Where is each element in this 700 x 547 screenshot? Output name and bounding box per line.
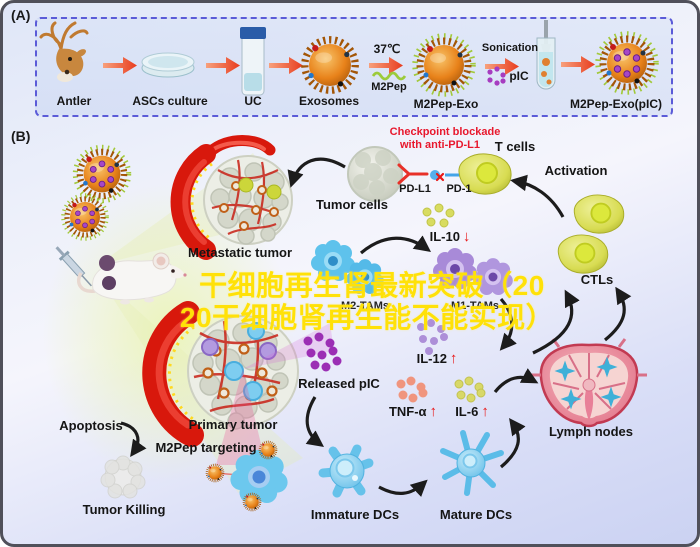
ctls-label: CTLs — [580, 272, 614, 287]
maturedc-to-cytokines-arrow — [499, 417, 526, 469]
m2pep-exo-pic-label: M2Pep-Exo(pIC) — [569, 97, 663, 111]
apoptosis-arrow — [120, 421, 147, 458]
panel-b-tag: (B) — [11, 128, 31, 144]
primary-tumor-label: Primary tumor — [188, 417, 278, 432]
immature-dc-illustration — [318, 444, 374, 498]
metastatic-tumor-illustration — [170, 135, 293, 260]
metastatic-tumor-label: Metastatic tumor — [187, 245, 293, 260]
tumor-to-metastatic-arrow — [287, 157, 346, 188]
mature-dcs-label: Mature DCs — [439, 507, 513, 522]
deer-icon — [39, 21, 89, 82]
t-cells-label: T cells — [494, 139, 536, 154]
to-ctls-arrow — [603, 286, 632, 342]
activation-label: Activation — [544, 163, 608, 178]
il12-name: IL-12 — [416, 351, 447, 366]
pic-label: pIC — [509, 69, 529, 83]
syringe-icon — [55, 246, 92, 287]
lymph-node-illustration — [531, 338, 647, 428]
process-arrow-icon — [369, 57, 403, 74]
exosome-icon — [305, 40, 355, 90]
activation-arrow — [510, 174, 565, 218]
lymph-nodes-label: Lymph nodes — [548, 424, 634, 439]
m2pep-squiggle-icon — [371, 71, 407, 81]
uc-tube-icon — [240, 27, 266, 96]
cytokine-dots-violet — [417, 319, 448, 355]
apoptosis-label: Apoptosis — [59, 418, 123, 433]
mature-dc-illustration — [440, 430, 504, 496]
ctl-cell-illustration — [573, 194, 625, 234]
m2pep-targeting-cell-illustration — [205, 440, 288, 512]
released-pic-label: Released pIC — [298, 376, 380, 391]
watermark-line1: 干细胞再生肾最新突破（20 — [199, 270, 545, 301]
released-pic-dots — [303, 332, 342, 372]
ctl-cell-illustration — [557, 234, 609, 274]
uc-label: UC — [244, 94, 262, 108]
sonication-tube-icon — [536, 20, 556, 90]
mouse-icon — [76, 252, 187, 305]
to-ctls-arrow — [532, 289, 580, 355]
process-arrow-icon — [206, 57, 240, 74]
up-arrow-icon: ↑ — [449, 350, 458, 367]
tumor-cells-illustration — [347, 146, 403, 202]
m1-to-il12-arrow — [499, 297, 517, 351]
il6-label: IL-6 ↑ — [455, 403, 489, 421]
process-arrow-icon — [561, 56, 595, 73]
petri-dish-icon — [141, 52, 195, 78]
figure-graphics — [39, 20, 700, 512]
tnfa-name: TNF-α — [388, 404, 427, 419]
process-arrow-icon — [269, 57, 303, 74]
process-arrow-icon — [103, 57, 137, 74]
m1-tams-label: M1-TAMs — [450, 300, 500, 312]
il10-label: IL-10 ↓ — [429, 228, 471, 246]
tumor-cells-label: Tumor cells — [315, 197, 389, 212]
m2-tam-cell-illustration — [311, 240, 384, 294]
immature-to-mature-arrow — [378, 479, 428, 498]
il6-name: IL-6 — [455, 404, 479, 419]
watermark-line2: 20干细胞肾再生能不能实现） — [179, 302, 555, 333]
temperature-label: 37℃ — [373, 42, 401, 56]
m2-to-m1-arrow — [359, 235, 432, 255]
il10-name: IL-10 — [429, 229, 460, 244]
cytokine-dots-orange — [396, 376, 428, 403]
cytokine-dots-yellow — [454, 376, 486, 403]
il12-label: IL-12 ↑ — [416, 350, 458, 368]
anti-pd-l1-antibody-icon — [397, 163, 461, 185]
to-lymph-node-arrow — [493, 368, 539, 394]
up-arrow-icon: ↑ — [481, 403, 489, 420]
m2pep-targeting-label: M2Pep targeting — [155, 440, 257, 455]
cytokine-dots-yellow-green — [422, 203, 455, 228]
immature-dcs-label: Immature DCs — [310, 507, 400, 522]
tumor-killing-label: Tumor Killing — [82, 502, 166, 517]
flow-arrows — [120, 157, 632, 498]
m2pep-exo-pic-icon — [598, 34, 656, 92]
pd-1-label: PD-1 — [446, 183, 472, 195]
anti-pd-l1-label: with anti-PD-L1 — [399, 139, 481, 151]
pd-l1-label: PD-L1 — [399, 183, 431, 195]
panel-a-tag: (A) — [11, 7, 31, 23]
up-arrow-icon: ↑ — [429, 403, 438, 420]
m2pep-exo-icon — [415, 36, 473, 94]
m2pep-label: M2Pep — [371, 81, 407, 93]
pic-dots-icon — [487, 66, 506, 86]
checkpoint-blockade-label: Checkpoint blockade — [389, 126, 501, 138]
antler-label: Antler — [56, 94, 92, 108]
tumor-killing-cell-illustration — [100, 455, 146, 499]
m2pep-exo-label: M2Pep-Exo — [413, 97, 479, 111]
tnfa-label: TNF-α ↑ — [388, 403, 438, 421]
ascs-culture-label: ASCs culture — [132, 94, 208, 108]
down-arrow-icon: ↓ — [462, 228, 471, 245]
exosome-particle-icon — [75, 147, 128, 200]
pic-to-dc-arrow — [305, 396, 325, 447]
primary-tumor-illustration — [142, 301, 334, 465]
t-cell-illustration — [458, 153, 512, 195]
sonication-label: Sonication — [481, 42, 539, 54]
m2-tams-label: M2-TAMs — [340, 300, 390, 312]
m1-tam-cell-illustration — [433, 248, 513, 295]
exosomes-label: Exosomes — [298, 94, 360, 108]
